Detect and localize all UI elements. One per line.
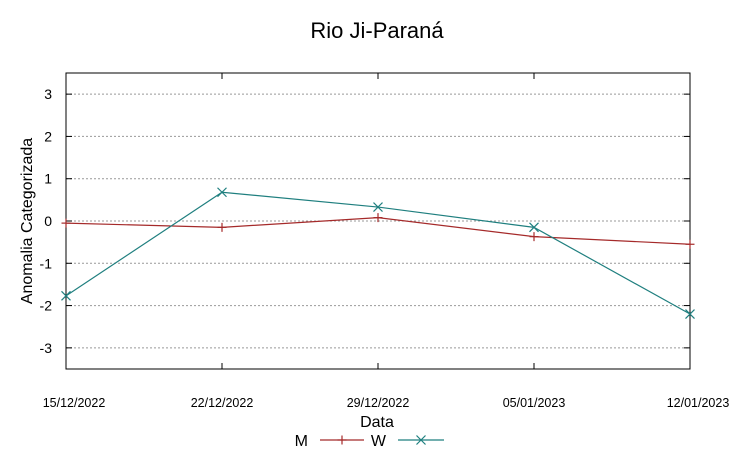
x-tick-label: 15/12/2022 (43, 396, 106, 410)
data-point-w (61, 290, 71, 301)
marker-stroke (416, 435, 426, 445)
data-point-w (217, 187, 227, 198)
y-axis: -3 -2 -1 0 1 2 3 (40, 86, 690, 356)
legend-label-m: M (295, 433, 308, 450)
legend-marker-w (416, 435, 426, 445)
x-tick-label: 05/01/2023 (503, 396, 566, 410)
x-tick-label: 29/12/2022 (347, 396, 410, 410)
x-tick-label: 22/12/2022 (191, 396, 254, 410)
data-point-m (529, 232, 539, 242)
data-point-m (217, 222, 227, 232)
x-axis-label: Data (360, 414, 394, 431)
chart-title: Rio Ji-Paraná (310, 18, 444, 43)
x-tick-label: 12/01/2023 (667, 396, 730, 410)
marker-stroke (373, 202, 383, 212)
y-tick-label: 2 (44, 128, 52, 144)
y-tick-label: 3 (44, 86, 52, 102)
legend-marker-m (337, 435, 347, 445)
y-tick-label: -1 (40, 255, 53, 271)
legend-label-w: W (371, 433, 387, 450)
marker-stroke (685, 309, 695, 319)
y-tick-label: -2 (40, 298, 53, 314)
data-point-w (529, 222, 539, 233)
y-tick-label: -3 (40, 340, 53, 356)
y-tick-label: 1 (44, 171, 52, 187)
data-point-m (373, 213, 383, 223)
y-tick-label: 0 (44, 213, 52, 229)
series-group (61, 187, 695, 319)
x-axis: 15/12/2022 22/12/2022 29/12/2022 05/01/2023… (43, 73, 730, 410)
marker-stroke (217, 187, 227, 198)
y-axis-label: Anomalia Categorizada (19, 138, 36, 304)
marker-stroke (61, 290, 71, 301)
grid-lines (66, 93, 690, 349)
data-point-m (685, 239, 695, 249)
data-point-w (685, 309, 695, 319)
data-point-m (61, 218, 71, 228)
marker-stroke (529, 222, 539, 233)
data-point-w (373, 202, 383, 212)
series-line-w (65, 191, 691, 315)
